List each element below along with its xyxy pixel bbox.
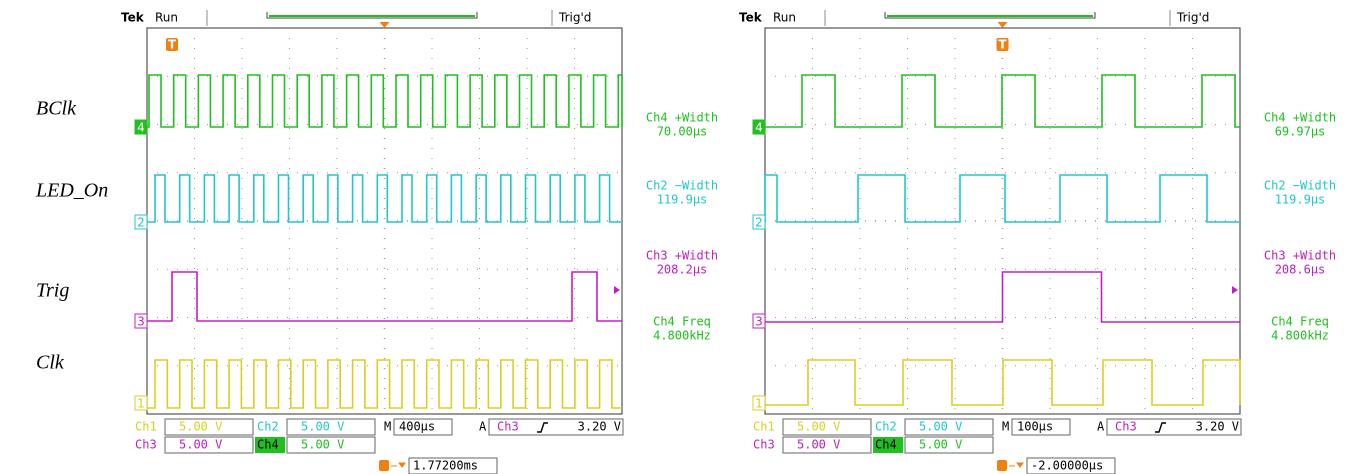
measurement-value: 208.2µs: [657, 263, 708, 277]
trigger-level-value: 3.20 V: [1196, 420, 1239, 434]
brand: Tek: [121, 11, 145, 25]
trigger-slope: [537, 423, 548, 432]
setting-scale: 5.00 V: [301, 438, 344, 452]
position-value: -2.00000µs: [1031, 459, 1103, 473]
timebase-label: M: [1002, 420, 1009, 434]
trigger-source: Ch3: [1115, 420, 1137, 434]
setting-scale: 5.00 V: [301, 420, 344, 434]
setting-channel: Ch4: [257, 438, 279, 452]
timebase-value: 400µs: [399, 420, 435, 434]
status: Run: [773, 11, 796, 25]
trigger-level-value: 3.20 V: [578, 420, 621, 434]
trigger-source: Ch3: [497, 420, 519, 434]
channel-marker: 1: [755, 397, 763, 411]
channel-marker: 4: [755, 121, 763, 135]
brand: Tek: [739, 11, 763, 25]
measurement-name: Ch2 −Width: [1264, 179, 1336, 193]
trigger-label: A: [1097, 420, 1105, 434]
measurement-value: 208.6µs: [1275, 263, 1326, 277]
setting-scale: 5.00 V: [919, 420, 962, 434]
signal-label: BClk: [36, 98, 77, 120]
measurement-name: Ch4 +Width: [646, 111, 718, 125]
setting-channel: Ch1: [135, 420, 157, 434]
measurement-value: 69.97µs: [1275, 125, 1326, 139]
trigger-pos-arrow: [380, 22, 390, 28]
signal-label: Trig: [36, 280, 69, 302]
trigger-marker: T: [168, 38, 177, 52]
measurement-name: Ch3 +Width: [646, 249, 718, 263]
trigger-label: A: [479, 420, 487, 434]
trigger-marker: T: [998, 38, 1007, 52]
signal-label: Clk: [36, 352, 65, 374]
measurement-name: Ch2 −Width: [646, 179, 718, 193]
position-arrow: [1009, 463, 1023, 467]
measurement-name: Ch4 Freq: [1271, 315, 1329, 329]
setting-scale: 5.00 V: [179, 438, 222, 452]
measurement-value: 70.00µs: [657, 125, 708, 139]
position-value: 1.77200ms: [413, 459, 478, 473]
signal-label: LED_On: [35, 180, 108, 202]
setting-channel: Ch2: [875, 420, 897, 434]
measurement-name: Ch4 +Width: [1264, 111, 1336, 125]
timebase-value: 100µs: [1017, 420, 1053, 434]
setting-scale: 5.00 V: [919, 438, 962, 452]
setting-channel: Ch2: [257, 420, 279, 434]
setting-scale: 5.00 V: [797, 420, 840, 434]
measurement-value: 4.800kHz: [1271, 329, 1329, 343]
timebase-label: M: [384, 420, 391, 434]
channel-marker: 3: [137, 315, 145, 329]
setting-channel: Ch4: [875, 438, 897, 452]
setting-channel: Ch3: [753, 438, 775, 452]
trigger-pos-arrow: [998, 22, 1008, 28]
position-arrow: [391, 463, 405, 467]
trigger-slope: [1155, 423, 1166, 432]
setting-channel: Ch3: [135, 438, 157, 452]
setting-scale: 5.00 V: [179, 420, 222, 434]
measurement-value: 119.9µs: [1275, 193, 1326, 207]
position-icon: [379, 460, 389, 471]
channel-marker: 2: [755, 216, 763, 230]
trigger-state: Trig'd: [1176, 11, 1209, 25]
figure: BClk LED_On Trig Clk Tek Run Trig'd T 4 2 3 1 Ch4 +W…: [0, 0, 1364, 474]
position-icon: [997, 460, 1007, 471]
channel-marker: 4: [137, 121, 145, 135]
trigger-state: Trig'd: [558, 11, 591, 25]
measurement-name: Ch4 Freq: [653, 315, 711, 329]
channel-marker: 1: [137, 397, 145, 411]
measurement-name: Ch3 +Width: [1264, 249, 1336, 263]
channel-marker: 3: [755, 315, 763, 329]
measurement-value: 119.9µs: [657, 193, 708, 207]
measurement-value: 4.800kHz: [653, 329, 711, 343]
setting-scale: 5.00 V: [797, 438, 840, 452]
setting-channel: Ch1: [753, 420, 775, 434]
status: Run: [155, 11, 178, 25]
channel-marker: 2: [137, 216, 145, 230]
